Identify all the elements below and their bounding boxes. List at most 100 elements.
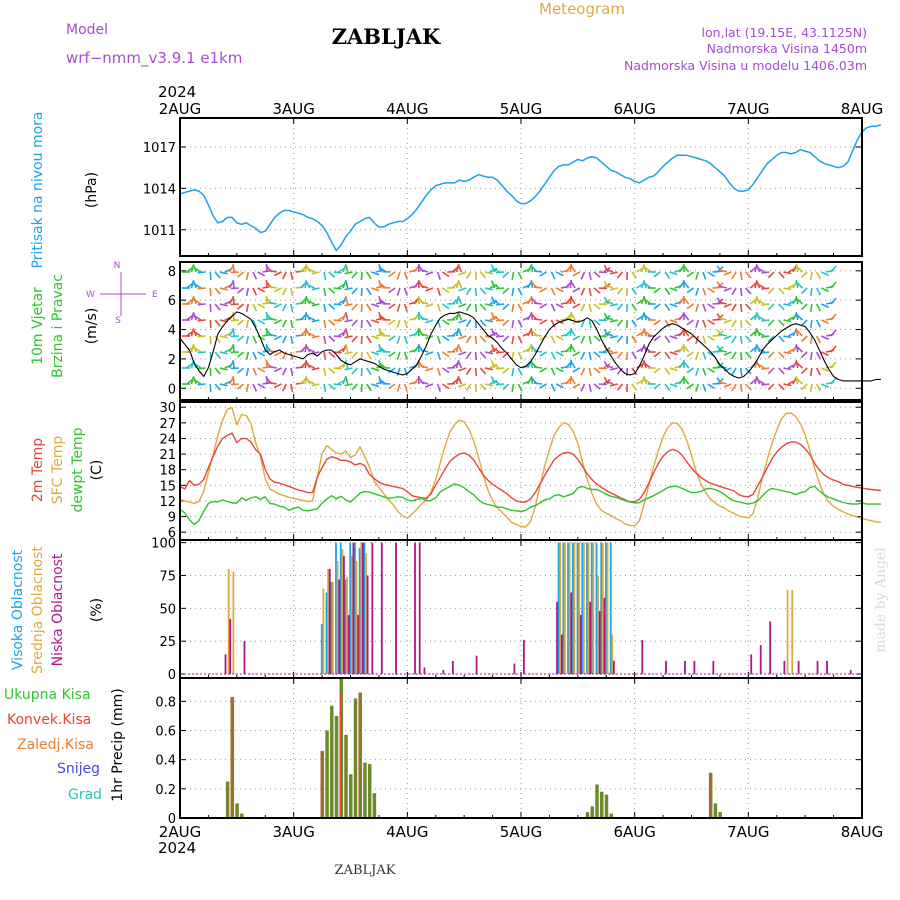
wind-arrow [281, 335, 287, 344]
wind-arrow [767, 351, 775, 359]
wind-arrow [457, 296, 463, 305]
wind-arrow [616, 319, 624, 327]
wind-arrow [723, 303, 732, 308]
wind-arrow [425, 287, 434, 292]
wind-arrow [830, 345, 837, 353]
wind-arrow [593, 367, 601, 374]
y-tick-label: 0 [168, 382, 176, 397]
wind-arrow [420, 365, 429, 369]
cloud-bar [612, 660, 615, 675]
wind-arrow [767, 335, 775, 343]
wind-arrow [815, 271, 822, 280]
wind-arrow [333, 287, 342, 290]
model-elevation-text: Nadmorska Visina u modelu 1406.03m [624, 58, 867, 73]
wind-arrow [265, 263, 269, 273]
wind-arrow [830, 265, 837, 273]
wind-arrow [214, 335, 221, 343]
precip-total-bar [225, 781, 230, 818]
x-tick-label-bottom: 8AUG [841, 823, 883, 841]
wind-arrow [245, 287, 250, 296]
wind-arrow [479, 319, 487, 327]
wind-arrow [351, 319, 358, 327]
wind-arrow [686, 271, 694, 278]
wind-arrow [731, 271, 737, 280]
wind-arrow [328, 319, 336, 327]
wind-arrow [533, 334, 543, 337]
wind-arrow [484, 383, 494, 387]
y-tick-label: 6 [168, 526, 176, 541]
wind-arrow [539, 335, 548, 341]
x-tick-label-top: 8AUG [841, 100, 883, 118]
wind-arrow [371, 383, 380, 388]
wind-arrow [273, 335, 282, 341]
precip-total-bar [330, 705, 334, 818]
wind-arrow [479, 287, 487, 295]
wind-arrow [580, 335, 586, 344]
compass-s: S [115, 316, 121, 326]
cloud-bar [350, 555, 353, 675]
wind-arrow [403, 335, 408, 344]
wind-arrow [360, 335, 363, 345]
wind-arrow [588, 383, 592, 392]
cloud-bar [568, 542, 571, 675]
cloud-bar [451, 660, 454, 675]
wind-arrow [683, 329, 690, 337]
wind-arrow [809, 351, 813, 361]
wind-arrow [757, 363, 765, 369]
wind-arrow [695, 383, 700, 392]
cloud-bar [354, 542, 356, 675]
wind-arrow [778, 383, 785, 391]
cloud-bar [371, 542, 374, 675]
wind-arrow [396, 383, 401, 392]
legend-hail: Grad [68, 787, 102, 803]
wind-arrow [588, 367, 592, 376]
wind-arrow [712, 366, 721, 369]
wind-arrow [351, 383, 358, 391]
wind-arrow [403, 319, 408, 328]
wind-arrow [830, 297, 837, 305]
cloud-bar [603, 597, 606, 675]
wind-arrow [702, 351, 707, 360]
wind-arrow [197, 303, 206, 306]
wind-arrow [371, 367, 380, 372]
precip-total-bar [600, 791, 604, 818]
wind-arrow [830, 329, 837, 337]
wind-arrow [496, 351, 505, 354]
wind-arrow [219, 271, 228, 275]
wind-arrow [800, 271, 808, 279]
wind-arrow [436, 287, 441, 296]
wind-arrow [745, 383, 752, 391]
wind-arrow [683, 313, 690, 321]
y-tick-label: 15 [159, 479, 176, 494]
wind-arrow [653, 383, 661, 390]
cloud-bar [338, 579, 341, 675]
wind-arrow [484, 287, 494, 291]
wind-arrow [550, 319, 556, 328]
wind-arrow [351, 367, 358, 375]
wind-arrow [457, 328, 463, 337]
wind-arrow [492, 267, 500, 273]
compass-n: N [114, 261, 121, 271]
wind-arrow [306, 331, 315, 337]
wind-arrow [821, 383, 829, 389]
wind-arrow [539, 271, 548, 277]
wind-arrow [800, 303, 808, 311]
wind-arrow [669, 335, 678, 340]
wind-arrow [236, 271, 245, 278]
wind-arrow [761, 287, 770, 290]
wind-arrow [800, 319, 808, 327]
wind-arrow [757, 267, 765, 273]
wind-arrow [821, 271, 829, 277]
wind-arrow [653, 271, 661, 278]
wind-arrow [496, 383, 505, 386]
wind-arrow [511, 367, 515, 377]
cloud-bar [414, 542, 416, 675]
wind-arrow [757, 347, 765, 353]
wind-arrow [616, 383, 624, 391]
cloud-bar [322, 588, 325, 675]
cloud-bar [665, 660, 667, 675]
wind-arrow [230, 303, 239, 306]
wind-arrow [492, 379, 500, 385]
cloud-bar [380, 542, 383, 675]
wind-arrow [653, 287, 661, 294]
